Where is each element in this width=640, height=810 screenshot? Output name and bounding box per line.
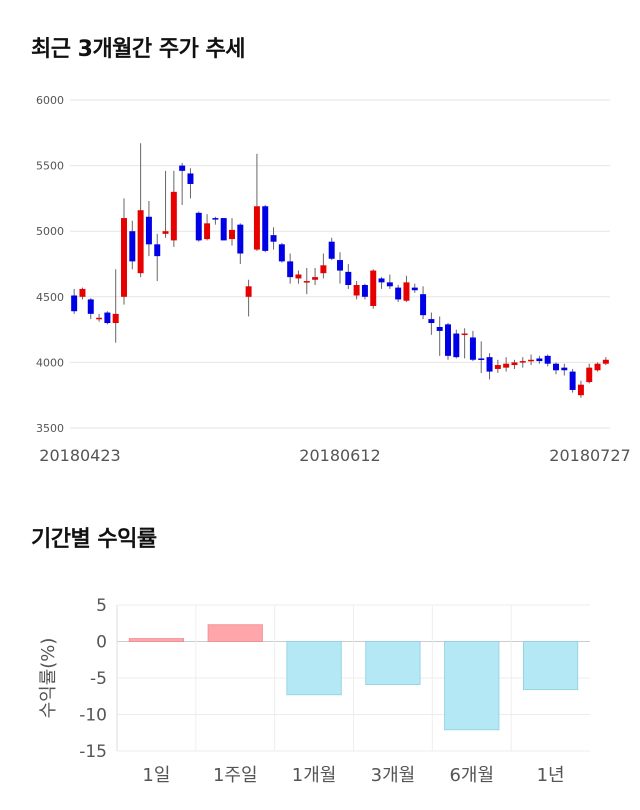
candle-body — [577, 384, 584, 396]
price-y-tick-label: 4000 — [36, 356, 64, 369]
candle-body — [104, 312, 111, 324]
candle-body — [320, 265, 327, 274]
candle-body — [328, 241, 335, 259]
candle-body — [312, 277, 319, 280]
candle-body — [337, 260, 343, 271]
return-x-tick-label: 1주일 — [213, 765, 258, 786]
candle-body — [162, 231, 169, 234]
candle-body — [195, 212, 202, 241]
candle-body — [220, 218, 227, 241]
candle-body — [378, 278, 385, 283]
candle-body — [403, 282, 410, 301]
price-y-tick-label: 4500 — [36, 291, 64, 304]
candle-body — [602, 359, 609, 364]
candle-body — [303, 281, 310, 283]
candle-body — [553, 363, 559, 371]
candle-body — [536, 358, 543, 362]
price-x-tick-label: 20180423 — [39, 446, 120, 465]
candle-body — [237, 224, 244, 254]
candle-body — [212, 218, 219, 220]
candle-body — [129, 231, 136, 262]
return-bar — [522, 641, 579, 691]
return-y-axis-label: 수익률(%) — [38, 638, 59, 719]
candle-body — [494, 365, 501, 369]
return-y-tick-label: -15 — [79, 742, 107, 762]
return-bar — [207, 624, 263, 642]
candle-body — [270, 235, 277, 242]
candle-body — [569, 371, 576, 390]
candle-body — [262, 206, 269, 251]
candle-body — [461, 333, 468, 336]
candle-body — [145, 216, 152, 245]
candle-body — [411, 287, 418, 291]
return-x-tick-label: 6개월 — [449, 765, 494, 786]
candle-body — [96, 317, 103, 320]
return-y-tick-label: -10 — [79, 706, 107, 726]
return-bar — [128, 638, 185, 642]
candle-body — [445, 324, 451, 356]
candle-body — [544, 355, 551, 364]
price-y-tick-label: 5000 — [36, 225, 64, 238]
return-x-tick-label: 3개월 — [371, 765, 416, 786]
candle-body — [528, 359, 535, 362]
return-x-tick-label: 1년 — [537, 765, 565, 786]
candle-body — [79, 288, 86, 297]
candle-body — [486, 357, 493, 372]
candle-body — [204, 223, 211, 240]
candle-body — [503, 363, 510, 368]
return-y-tick-label: 0 — [96, 633, 107, 653]
price-y-tick-label: 3500 — [36, 422, 64, 435]
candle-body — [370, 270, 377, 306]
return-bar — [444, 641, 500, 731]
candle-body — [71, 295, 78, 312]
candle-body — [154, 244, 161, 257]
candle-body — [586, 367, 593, 383]
candle-body — [229, 229, 235, 240]
candle-body — [469, 337, 476, 360]
price-y-tick-label: 6000 — [36, 94, 64, 107]
return-y-tick-label: -5 — [90, 669, 107, 689]
return-bar — [365, 641, 421, 685]
return-bar — [286, 641, 342, 696]
candle-body — [179, 165, 186, 171]
candle-body — [245, 286, 252, 297]
candle-body — [187, 173, 194, 184]
candle-body — [386, 282, 393, 287]
candle-body — [361, 284, 368, 297]
candle-body — [561, 367, 568, 371]
candle-body — [428, 319, 435, 324]
candle-body — [420, 294, 427, 316]
candle-body — [121, 218, 127, 297]
candle-body — [87, 299, 94, 314]
candle-body — [112, 313, 119, 324]
candle-body — [453, 333, 460, 358]
candle-body — [519, 361, 526, 363]
candlestick-chart: 3500 4000 4500 5000 5500 6000 20180423 20180612… — [36, 94, 631, 465]
candle-body — [478, 358, 485, 360]
price-x-tick-label: 20180612 — [299, 446, 380, 465]
price-x-tick-label: 20180727 — [549, 446, 630, 465]
candle-body — [594, 363, 601, 371]
candle-body — [353, 284, 360, 296]
price-trend-title: 최근 3개월간 주가 추세 — [31, 37, 245, 62]
candle-body — [137, 210, 144, 274]
candle-body — [278, 244, 285, 262]
return-y-tick-label: 5 — [96, 596, 107, 616]
return-x-tick-label: 1일 — [142, 765, 170, 786]
candle-body — [170, 191, 177, 241]
candle-body — [395, 287, 402, 300]
candle-body — [295, 274, 302, 279]
return-x-tick-label: 1개월 — [292, 765, 337, 786]
candle-body — [287, 261, 294, 278]
candle-body — [511, 362, 518, 366]
period-return-title: 기간별 수익률 — [31, 527, 157, 552]
candle-body — [253, 206, 260, 250]
price-y-tick-label: 5500 — [36, 160, 64, 173]
candle-body — [345, 271, 352, 285]
candle-body — [436, 326, 443, 331]
